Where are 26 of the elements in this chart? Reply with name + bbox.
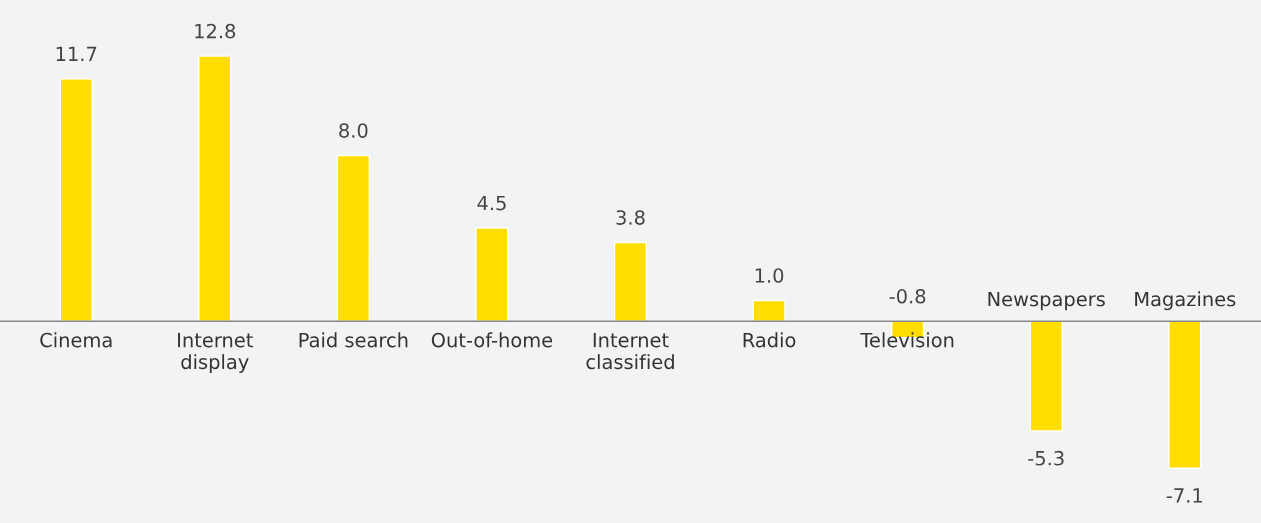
data-label: 1.0 bbox=[755, 268, 784, 283]
x-tick-label: Out-of-home bbox=[431, 332, 553, 348]
data-label: -7.1 bbox=[1166, 488, 1202, 503]
x-tick-label: Magazines bbox=[1135, 291, 1236, 311]
x-tick-label: Television bbox=[860, 332, 954, 348]
data-label: 11.7 bbox=[56, 46, 97, 61]
data-label: 8.0 bbox=[339, 123, 368, 138]
data-label: -5.3 bbox=[1028, 450, 1064, 466]
x-tick-label: Cinema bbox=[40, 332, 112, 348]
bar bbox=[752, 299, 786, 322]
x-tick-label: Radio bbox=[743, 332, 796, 348]
x-tick-label: Internet classified bbox=[586, 332, 674, 370]
data-label: 3.8 bbox=[616, 210, 645, 225]
data-label: 4.5 bbox=[477, 195, 506, 211]
bar bbox=[613, 241, 648, 322]
bar bbox=[1168, 320, 1202, 470]
data-label: 12.8 bbox=[195, 23, 236, 39]
bar bbox=[1029, 320, 1063, 432]
x-tick-label: Paid search bbox=[299, 332, 408, 348]
data-label: -0.8 bbox=[889, 288, 926, 304]
bar bbox=[336, 154, 370, 322]
bar bbox=[198, 55, 232, 322]
bar bbox=[475, 227, 509, 322]
x-tick-label: Internet display bbox=[178, 332, 253, 373]
bar bbox=[59, 78, 93, 322]
x-tick-label: Newspapers bbox=[988, 291, 1105, 311]
